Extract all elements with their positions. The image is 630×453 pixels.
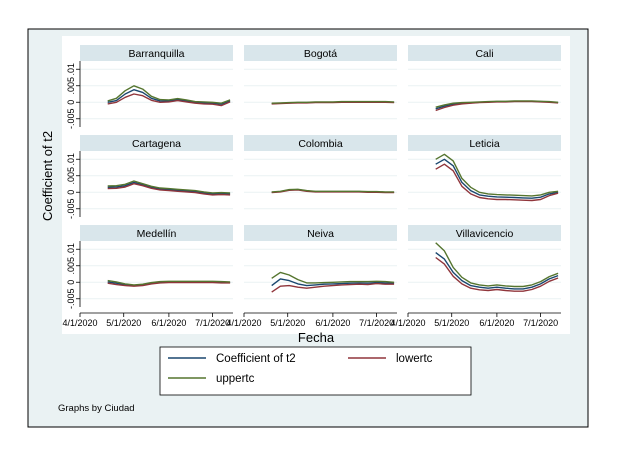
x-tick-label: 5/1/2020 xyxy=(270,318,305,328)
x-tick-label: 6/1/2020 xyxy=(479,318,514,328)
series-line-upper xyxy=(435,153,559,197)
series-line-upper xyxy=(435,100,559,108)
panel-9: Villavicencio xyxy=(408,225,561,300)
legend-label-coef: Coefficient of t2 xyxy=(216,353,296,365)
panel-title: Neiva xyxy=(307,228,334,240)
x-tick-label: 5/1/2020 xyxy=(106,318,141,328)
y-tick-label: -.005 xyxy=(66,108,76,129)
panel-8: Neiva xyxy=(244,225,397,300)
panel-title: Barranquilla xyxy=(128,48,184,60)
panel-2: Bogotá xyxy=(244,45,397,120)
series-line-lower xyxy=(271,282,395,293)
series-line-coef xyxy=(107,89,231,105)
series-line-lower xyxy=(435,163,559,202)
x-axis-1: 4/1/2020 5/1/2020 6/1/2020 7/1/2020 xyxy=(62,312,233,328)
y-tick-label: .01 xyxy=(66,243,76,256)
x-tick-label: 5/1/2020 xyxy=(434,318,469,328)
y-axis-label: Coefficient of t2 xyxy=(40,131,55,221)
series-line-coef xyxy=(435,252,559,290)
panel-title: Leticia xyxy=(469,138,500,150)
panel-title: Cartagena xyxy=(132,138,181,150)
legend: Coefficient of t2 lowertc uppertc xyxy=(168,353,433,385)
panel-strip xyxy=(244,135,397,151)
series-line-lower xyxy=(435,256,559,292)
panel-title: Bogotá xyxy=(304,48,337,60)
y-tick-label: 0 xyxy=(66,280,76,285)
x-axis-2: 4/1/2020 5/1/2020 6/1/2020 7/1/2020 xyxy=(226,312,397,328)
series-line-upper xyxy=(107,180,231,194)
panel-title: Medellín xyxy=(137,228,177,240)
x-tick-label: 7/1/2020 xyxy=(359,318,394,328)
y-tick-label: .01 xyxy=(66,63,76,76)
y-tick-label: 0 xyxy=(66,190,76,195)
panel-strip xyxy=(80,135,233,151)
panel-strip xyxy=(408,45,561,61)
panel-strip xyxy=(244,45,397,61)
series-line-upper xyxy=(271,100,395,104)
panel-7: Medellín -.005 0 .005.01 xyxy=(66,225,233,309)
x-tick-label: 4/1/2020 xyxy=(226,318,261,328)
panel-strip xyxy=(80,225,233,241)
series-line-upper xyxy=(435,242,559,288)
y-tick-label: -.005 xyxy=(66,198,76,219)
series-line-lower xyxy=(107,281,231,287)
series-line-lower xyxy=(107,93,231,107)
y-tick-label: -.005 xyxy=(66,288,76,309)
y-tick-label: .005 xyxy=(66,77,76,95)
series-line-upper xyxy=(271,271,395,284)
legend-label-lower: lowertc xyxy=(396,353,433,365)
panel-strip xyxy=(244,225,397,241)
x-tick-label: 7/1/2020 xyxy=(523,318,558,328)
x-tick-label: 6/1/2020 xyxy=(315,318,350,328)
y-tick-label: .01 xyxy=(66,153,76,166)
series-line-coef xyxy=(271,278,395,287)
note: Graphs by Ciudad xyxy=(58,403,135,414)
x-tick-label: 7/1/2020 xyxy=(195,318,230,328)
x-tick-label: 6/1/2020 xyxy=(151,318,186,328)
panel-5: Colombia xyxy=(244,135,397,210)
legend-box xyxy=(159,346,472,396)
x-axes: 4/1/2020 5/1/2020 6/1/2020 7/1/20204/1/2020… xyxy=(62,312,561,328)
y-tick-label: .005 xyxy=(66,167,76,185)
series-line-upper xyxy=(107,279,231,286)
panel-strip xyxy=(80,45,233,61)
series-line-coef xyxy=(435,158,559,199)
panel-6: Leticia xyxy=(408,135,561,210)
x-axis-label: Fecha xyxy=(298,330,335,345)
x-axis-3: 4/1/2020 5/1/2020 6/1/2020 7/1/2020 xyxy=(390,312,561,328)
panel-3: Cali xyxy=(408,45,561,120)
y-tick-label: .005 xyxy=(66,257,76,275)
x-tick-label: 4/1/2020 xyxy=(62,318,97,328)
panel-title: Colombia xyxy=(298,138,343,150)
series-line-coef xyxy=(107,181,231,195)
panel-1: Barranquilla -.005 0 .005.01 xyxy=(66,45,233,129)
panel-title: Villavicencio xyxy=(456,228,514,240)
series-line-upper xyxy=(271,188,395,193)
legend-label-upper: uppertc xyxy=(216,373,255,385)
panel-title: Cali xyxy=(475,48,493,60)
panel-4: Cartagena -.005 0 .005.01 xyxy=(66,135,233,219)
series-line-upper xyxy=(107,85,231,104)
panel-strip xyxy=(408,225,561,241)
panel-strip xyxy=(408,135,561,151)
series-line-lower xyxy=(107,183,231,196)
y-tick-label: 0 xyxy=(66,100,76,105)
x-tick-label: 4/1/2020 xyxy=(390,318,425,328)
